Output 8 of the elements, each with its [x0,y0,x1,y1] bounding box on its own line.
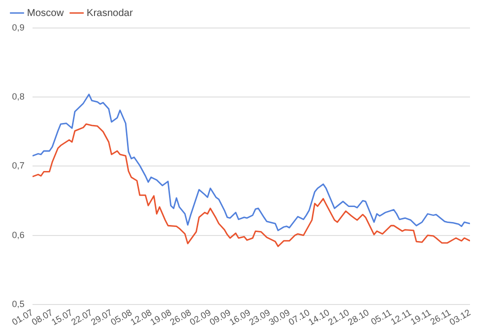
x-tick-label: 05.11 [369,307,394,327]
y-tick-label: 0,9 [12,22,25,32]
y-tick-label: 0,7 [12,160,25,171]
legend-label: Moscow [27,8,64,19]
legend-label: Krasnodar [86,8,134,19]
y-tick-label: 0,5 [12,298,25,309]
y-tick-label: 0,8 [12,92,25,102]
y-tick-label: 0,6 [12,230,25,240]
